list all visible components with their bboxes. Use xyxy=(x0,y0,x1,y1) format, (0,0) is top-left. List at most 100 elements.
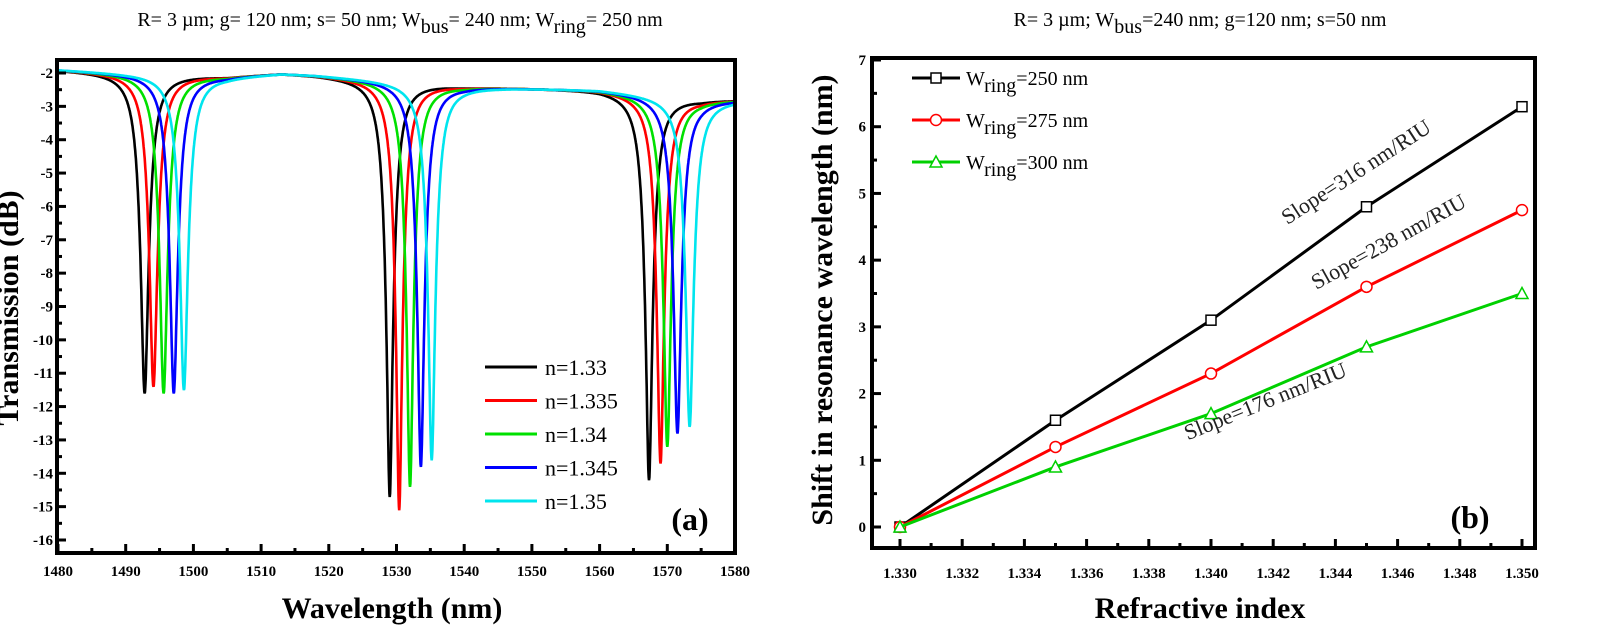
y-tick-label: -2 xyxy=(41,66,54,82)
triangle-marker xyxy=(1514,285,1530,300)
x-tick-label: 1530 xyxy=(382,564,412,580)
transmission-curve-n=1.35 xyxy=(58,69,736,461)
y-tick-label: -14 xyxy=(33,466,53,482)
title-subscript: bus xyxy=(1114,16,1142,38)
triangle-marker xyxy=(928,154,944,168)
legend-label: n=1.34 xyxy=(545,422,607,447)
transmission-curve-n=1.34 xyxy=(58,69,736,488)
x-tick-label: 1.348 xyxy=(1443,566,1477,582)
title-subscript: bus xyxy=(421,16,449,38)
y-tick-label: -6 xyxy=(41,199,54,215)
legend-label: n=1.335 xyxy=(545,389,618,414)
x-tick-label: 1.338 xyxy=(1132,566,1166,582)
triangle-marker xyxy=(1203,406,1219,420)
triangle-marker xyxy=(1048,459,1063,473)
title-text: = 240 nm; W xyxy=(448,9,554,31)
x-tick-label: 1.346 xyxy=(1381,566,1415,582)
y-tick-label: 6 xyxy=(859,120,867,136)
y-tick-label: -12 xyxy=(33,400,53,416)
x-tick-label: 1.332 xyxy=(945,566,979,582)
y-tick-label: -7 xyxy=(41,233,54,249)
legend-label-main: W xyxy=(966,152,985,174)
x-tick-label: 1.336 xyxy=(1070,566,1104,582)
slope-annotation-250: Slope=316 nm/RIU xyxy=(1277,114,1436,229)
square-marker xyxy=(1205,314,1217,326)
x-tick-label: 1490 xyxy=(111,564,141,580)
panel-b-title: R= 3 µm; Wbus=240 nm; g=120 nm; s=50 nm xyxy=(1014,9,1387,38)
panel-a-curves xyxy=(57,69,736,511)
panel-b-shift-chart: R= 3 µm; Wbus=240 nm; g=120 nm; s=50 nm … xyxy=(806,9,1539,625)
y-tick-label: -8 xyxy=(41,266,54,282)
y-tick-label: -11 xyxy=(34,366,53,382)
x-tick-label: 1520 xyxy=(314,564,344,580)
legend-label-rest: =250 nm xyxy=(1016,68,1088,90)
slope-annotation-275: Slope=238 nm/RIU xyxy=(1307,188,1471,294)
panel-a-legend: n=1.33 n=1.335 n=1.34 n=1.345 n=1.35 xyxy=(485,355,618,514)
square-marker xyxy=(1516,100,1528,113)
y-tick-label: -16 xyxy=(33,533,53,549)
panel-b-x-axis-label: Refractive index xyxy=(1095,592,1306,625)
y-tick-label: 1 xyxy=(859,453,867,469)
title-subscript: ring xyxy=(554,16,586,38)
legend-label-main: W xyxy=(966,110,985,132)
panel-b-y-axis-label: Shift in resonance wavelength (nm) xyxy=(806,74,839,525)
legend-label: n=1.345 xyxy=(545,456,618,481)
circle-marker xyxy=(1515,203,1529,217)
y-tick-label: 3 xyxy=(859,320,867,336)
y-tick-label: 4 xyxy=(859,253,867,269)
panel-b-series xyxy=(892,100,1530,534)
x-tick-label: 1.350 xyxy=(1505,566,1539,582)
x-tick-label: 1.344 xyxy=(1319,566,1353,582)
x-tick-label: 1.340 xyxy=(1194,566,1228,582)
x-tick-label: 1510 xyxy=(246,564,276,580)
transmission-curve-n=1.335 xyxy=(58,69,735,511)
legend-label-sub: ring xyxy=(984,159,1016,181)
legend-label: n=1.35 xyxy=(545,489,607,514)
panel-a-transmission-chart: R= 3 µm; g= 120 nm; s= 50 nm; Wbus= 240 … xyxy=(0,9,750,625)
panel-a-label: (a) xyxy=(671,501,708,537)
x-tick-label: 1500 xyxy=(178,564,208,580)
y-tick-label: -3 xyxy=(41,99,54,115)
legend-label-main: W xyxy=(966,68,985,90)
y-tick-label: -5 xyxy=(41,166,54,182)
y-tick-label: 2 xyxy=(859,387,867,403)
transmission-curve-n=1.33 xyxy=(57,69,735,498)
legend-label-rest: =275 nm xyxy=(1016,110,1088,132)
legend-label-sub: ring xyxy=(984,117,1016,139)
legend-label: Wring=300 nm xyxy=(966,152,1089,181)
circle-marker xyxy=(1204,367,1218,380)
square-marker xyxy=(930,72,942,84)
legend-label: Wring=250 nm xyxy=(966,68,1089,97)
x-tick-label: 1540 xyxy=(449,564,479,580)
square-marker xyxy=(1049,414,1062,427)
title-text: =240 nm; g=120 nm; s=50 nm xyxy=(1142,9,1387,31)
triangle-marker xyxy=(892,519,908,533)
circle-marker xyxy=(1360,280,1373,294)
title-text: = 250 nm xyxy=(586,9,663,31)
y-tick-label: -10 xyxy=(33,333,53,349)
x-tick-label: 1580 xyxy=(720,564,750,580)
y-tick-label: -4 xyxy=(41,133,54,149)
panel-a-x-axis-label: Wavelength (nm) xyxy=(282,592,503,625)
y-tick-label: -9 xyxy=(41,300,54,316)
y-tick-label: 7 xyxy=(859,53,867,69)
legend-label: n=1.33 xyxy=(545,355,607,380)
circle-marker xyxy=(929,113,943,127)
y-tick-label: 5 xyxy=(859,186,867,202)
y-tick-label: -15 xyxy=(33,500,53,516)
x-tick-label: 1.330 xyxy=(883,566,917,582)
x-tick-label: 1.342 xyxy=(1256,566,1290,582)
panel-a-title: R= 3 µm; g= 120 nm; s= 50 nm; Wbus= 240 … xyxy=(137,9,663,38)
x-tick-label: 1550 xyxy=(517,564,547,580)
title-text: R= 3 µm; W xyxy=(1014,9,1115,31)
panel-b-axes: 1.330 1.332 1.334 1.336 1.338 1.340 1.342 1.344… xyxy=(859,53,1539,582)
x-tick-label: 1560 xyxy=(585,564,615,580)
x-tick-label: 1.334 xyxy=(1008,566,1042,582)
title-text: R= 3 µm; g= 120 nm; s= 50 nm; W xyxy=(137,9,420,31)
panel-a-axes: 1480 1490 1500 1510 1520 1530 1540 1550 1560 1570… xyxy=(33,66,750,580)
panel-a-y-axis-label: Transmission (dB) xyxy=(0,190,25,425)
panel-b-label: (b) xyxy=(1450,499,1489,535)
circle-marker xyxy=(1049,440,1062,454)
